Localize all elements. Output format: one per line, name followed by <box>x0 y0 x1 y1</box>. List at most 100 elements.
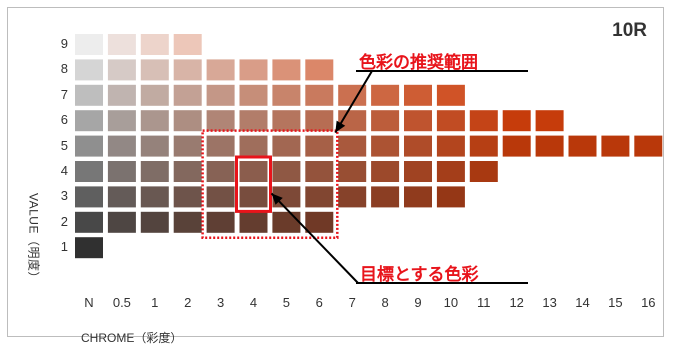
value-tick-label: 5 <box>60 137 68 153</box>
munsell-sheet: 10R VALUE（明度） CHROME（彩度） 色彩の推奨範囲 目標とする色彩… <box>7 7 664 345</box>
color-chip <box>239 84 268 106</box>
value-tick-label: 3 <box>60 188 68 204</box>
color-chip <box>239 186 268 208</box>
color-chip <box>272 211 301 233</box>
color-chip <box>107 186 136 208</box>
color-chip <box>107 34 136 55</box>
value-tick-label: 9 <box>60 36 68 51</box>
color-chip <box>502 110 531 132</box>
target-color-box <box>235 155 272 213</box>
chroma-tick-label: 12 <box>509 295 524 310</box>
color-chip <box>173 84 202 106</box>
color-chip <box>140 135 169 157</box>
chroma-tick-label: 13 <box>542 295 557 310</box>
recommended-range-label: 色彩の推奨範囲 <box>359 53 478 73</box>
color-chip <box>272 135 301 157</box>
color-chip <box>239 135 268 157</box>
target-color-label: 目標とする色彩 <box>360 265 479 285</box>
value-tick-label: 7 <box>60 86 68 102</box>
color-chip <box>272 59 301 81</box>
color-chip <box>173 135 202 157</box>
color-chip <box>239 211 268 233</box>
color-chip <box>75 110 103 132</box>
color-chip <box>601 135 630 157</box>
color-chip <box>338 84 367 106</box>
color-chip <box>206 110 235 132</box>
color-chip <box>140 110 169 132</box>
color-chip <box>206 186 235 208</box>
color-chip <box>140 59 169 81</box>
chroma-tick-label: 0.5 <box>112 295 131 310</box>
color-chip <box>535 135 564 157</box>
color-chip <box>107 211 136 233</box>
color-chip <box>404 84 432 106</box>
color-chip <box>140 211 169 233</box>
color-chip <box>206 211 235 233</box>
color-chip <box>140 161 169 182</box>
color-chip <box>469 161 498 182</box>
color-chip <box>305 186 334 208</box>
chroma-tick-label: N <box>84 295 94 310</box>
value-tick-label: 4 <box>60 163 68 178</box>
color-chip <box>371 110 400 132</box>
chroma-tick-label: 1 <box>151 295 159 310</box>
chroma-tick-label: 4 <box>249 295 258 310</box>
color-chip <box>404 186 432 208</box>
color-chip <box>305 59 334 81</box>
chroma-tick-label: 2 <box>184 295 192 310</box>
chroma-tick-label: 10 <box>443 295 459 310</box>
color-chip <box>502 135 531 157</box>
value-tick-label: 2 <box>60 213 68 229</box>
color-chip <box>436 84 465 106</box>
color-chip <box>305 84 334 106</box>
color-chip <box>338 135 367 157</box>
color-chip <box>272 161 301 182</box>
color-chip <box>371 161 400 182</box>
color-chip <box>436 135 465 157</box>
color-chip <box>305 135 334 157</box>
target-color-arrow <box>270 192 359 284</box>
color-chip <box>140 84 169 106</box>
color-chip <box>173 34 202 55</box>
color-chip <box>206 84 235 106</box>
color-chip <box>173 161 202 182</box>
hue-label: 10R <box>612 20 647 41</box>
color-chip <box>404 110 432 132</box>
value-tick-label: 6 <box>60 112 68 128</box>
color-chip <box>107 161 136 182</box>
color-chip <box>206 135 235 157</box>
recommended-range-box <box>201 129 339 240</box>
color-chip <box>75 211 103 233</box>
recommended-range-arrow <box>334 70 373 134</box>
color-chip <box>338 186 367 208</box>
color-chip <box>107 110 136 132</box>
color-chip <box>173 110 202 132</box>
x-axis-label: CHROME（彩度） <box>81 331 183 345</box>
chroma-tick-label: 14 <box>575 295 590 310</box>
chroma-tick-label: 16 <box>641 295 656 310</box>
color-chip <box>469 110 498 132</box>
chroma-tick-label: 9 <box>414 295 422 310</box>
chroma-tick-label: 5 <box>282 295 290 310</box>
color-chip <box>469 135 498 157</box>
color-chip <box>107 135 136 157</box>
color-chip <box>206 161 235 182</box>
chroma-tick-label: 6 <box>315 295 323 310</box>
chroma-tick-label: 7 <box>348 295 356 310</box>
color-chip <box>75 237 103 259</box>
color-chip <box>239 110 268 132</box>
color-chip <box>107 84 136 106</box>
color-chip <box>140 186 169 208</box>
color-chip <box>404 135 432 157</box>
color-chip <box>75 84 103 106</box>
color-chip <box>272 110 301 132</box>
color-chip <box>173 211 202 233</box>
color-chip <box>272 84 301 106</box>
color-chip <box>75 161 103 182</box>
color-chip <box>371 135 400 157</box>
color-chip <box>140 34 169 55</box>
color-chip <box>338 161 367 182</box>
chroma-tick-label: 15 <box>608 295 623 310</box>
color-chip <box>107 59 136 81</box>
color-chip <box>75 34 103 55</box>
